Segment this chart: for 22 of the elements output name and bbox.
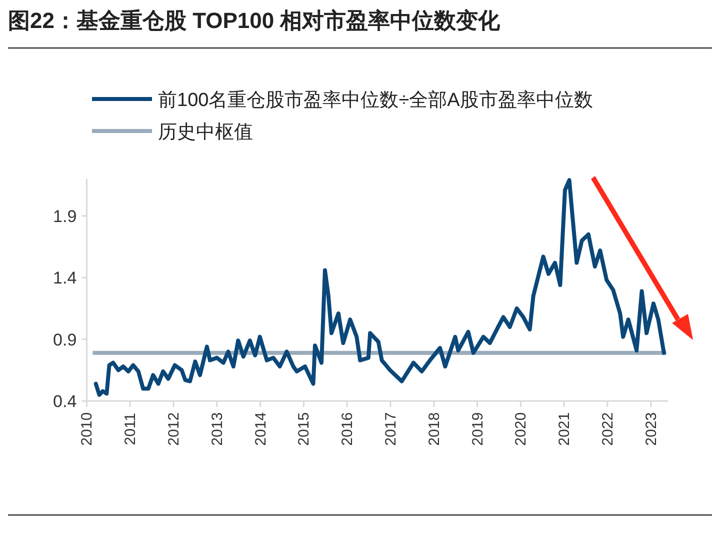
x-tick-label: 2011: [122, 412, 140, 446]
x-tick-label: 2020: [512, 412, 530, 446]
x-tick-label: 2014: [252, 412, 270, 446]
x-tick-label: 2015: [296, 412, 313, 446]
x-tick-label: 2023: [642, 412, 660, 446]
x-tick-label: 2018: [426, 412, 443, 446]
legend-label: 前100名重仓股市盈率中位数÷全部A股市盈率中位数: [158, 89, 593, 111]
legend-label: 历史中枢值: [158, 122, 253, 143]
x-tick-label: 2022: [600, 412, 616, 446]
y-tick-label: 0.9: [53, 330, 77, 350]
x-tick-label: 2012: [166, 412, 182, 446]
y-tick-label: 1.9: [53, 206, 77, 226]
line-series: [94, 178, 666, 397]
x-tick-label: 2010: [78, 412, 96, 446]
y-tick-label: 1.4: [53, 268, 77, 288]
x-tick-label: 2017: [382, 412, 400, 446]
chart-title: 图22：基金重仓股 TOP100 相对市盈率中位数变化: [8, 8, 502, 33]
x-tick-label: 2016: [339, 412, 356, 446]
x-tick-label: 2019: [469, 412, 486, 446]
y-tick-label: 0.4: [53, 392, 77, 411]
x-tick-label: 2021: [556, 412, 574, 446]
x-tick-label: 2013: [208, 412, 226, 446]
